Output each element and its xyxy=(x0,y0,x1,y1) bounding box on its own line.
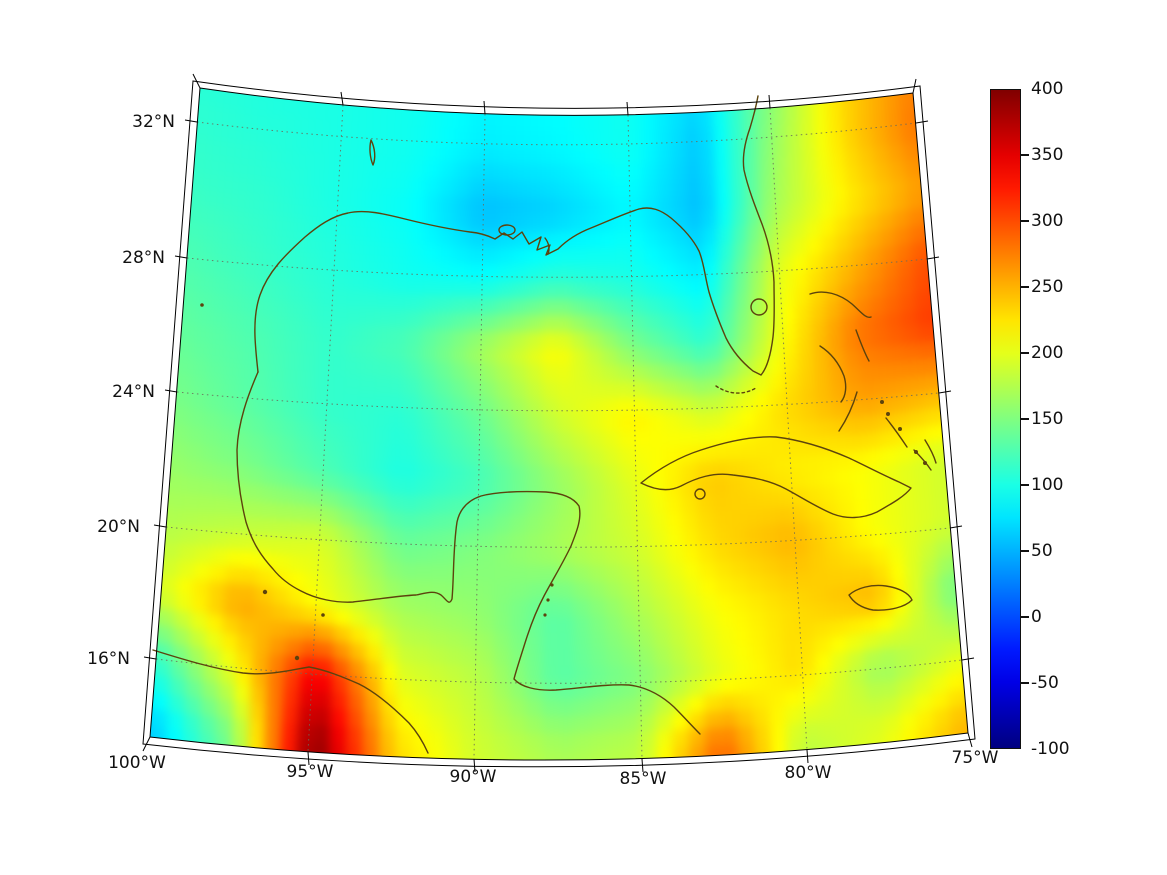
coast-bahamas-1 xyxy=(809,291,872,319)
lon-label-90w: 90°W xyxy=(449,767,497,787)
colorbar-label-n50: -50 xyxy=(1031,673,1059,693)
colorbar xyxy=(990,89,1021,749)
colorbar-label-0: 0 xyxy=(1031,607,1042,627)
gridline-lat-16 xyxy=(155,658,963,684)
coast-turks xyxy=(924,439,937,464)
coast-mexico-yucatan xyxy=(236,371,701,735)
gridline-lat-24 xyxy=(176,391,940,412)
frame-inner xyxy=(149,87,969,761)
small-islands xyxy=(200,303,927,661)
colorbar-label-200: 200 xyxy=(1031,343,1064,363)
colorbar-label-350: 350 xyxy=(1031,145,1064,165)
gridline-lat-20 xyxy=(165,526,951,548)
coast-jamaica xyxy=(848,584,913,611)
colorbar-tick xyxy=(1021,550,1029,552)
map-frame xyxy=(142,73,976,773)
colorbar-tick xyxy=(1021,154,1029,156)
colorbar-tick xyxy=(1021,616,1029,618)
gridline-lon-90 xyxy=(473,113,486,760)
colorbar-label-50: 50 xyxy=(1031,541,1053,561)
colorbar-tick xyxy=(1021,220,1029,222)
lon-label-75w: 75°W xyxy=(951,748,999,768)
gridlines xyxy=(155,104,963,760)
lake-texas-la xyxy=(369,139,376,166)
colorbar-label-250: 250 xyxy=(1031,277,1064,297)
coast-bahamas-2 xyxy=(819,345,847,403)
gridline-lon-80 xyxy=(769,107,808,751)
lat-label-24n: 24°N xyxy=(112,382,155,402)
coast-bahamas-3 xyxy=(855,329,870,362)
gridline-lon-95 xyxy=(307,104,344,753)
frame-outer xyxy=(142,80,976,768)
coast-mexico-pacific xyxy=(152,649,429,754)
coast-us-gulf-atlantic xyxy=(254,95,775,376)
lon-label-100w: 100°W xyxy=(108,753,166,773)
lat-label-20n: 20°N xyxy=(97,517,140,537)
coast-bahamas-4 xyxy=(838,391,858,432)
lat-label-32n: 32°N xyxy=(132,112,175,132)
colorbar-tick xyxy=(1021,484,1029,486)
colorbar-label-n100: -100 xyxy=(1031,739,1070,759)
coast-cuba xyxy=(640,436,912,519)
colorbar-label-400: 400 xyxy=(1031,79,1064,99)
colorbar-label-150: 150 xyxy=(1031,409,1064,429)
lake-pontchartrain xyxy=(498,224,516,236)
gridline-lat-28 xyxy=(186,257,928,278)
colorbar-tick xyxy=(1021,352,1029,354)
coast-chandeleur xyxy=(544,237,550,255)
lon-label-95w: 95°W xyxy=(286,762,334,782)
colorbar-tick xyxy=(1021,418,1029,420)
isla-juventud xyxy=(694,488,706,500)
colorbar-tick xyxy=(1021,682,1029,684)
coast-bahamas-5 xyxy=(885,417,908,448)
colorbar-label-100: 100 xyxy=(1031,475,1064,495)
coast-florida-keys xyxy=(715,385,757,394)
coastlines xyxy=(152,95,937,754)
gridline-lat-32 xyxy=(196,121,917,146)
lake-okeechobee xyxy=(750,298,768,316)
lat-label-16n: 16°N xyxy=(87,649,130,669)
lon-label-85w: 85°W xyxy=(619,769,667,789)
lat-label-28n: 28°N xyxy=(122,248,165,268)
frame-ticks xyxy=(142,73,975,773)
colorbar-tick xyxy=(1021,286,1029,288)
colorbar-label-300: 300 xyxy=(1031,211,1064,231)
lon-label-80w: 80°W xyxy=(784,763,832,783)
